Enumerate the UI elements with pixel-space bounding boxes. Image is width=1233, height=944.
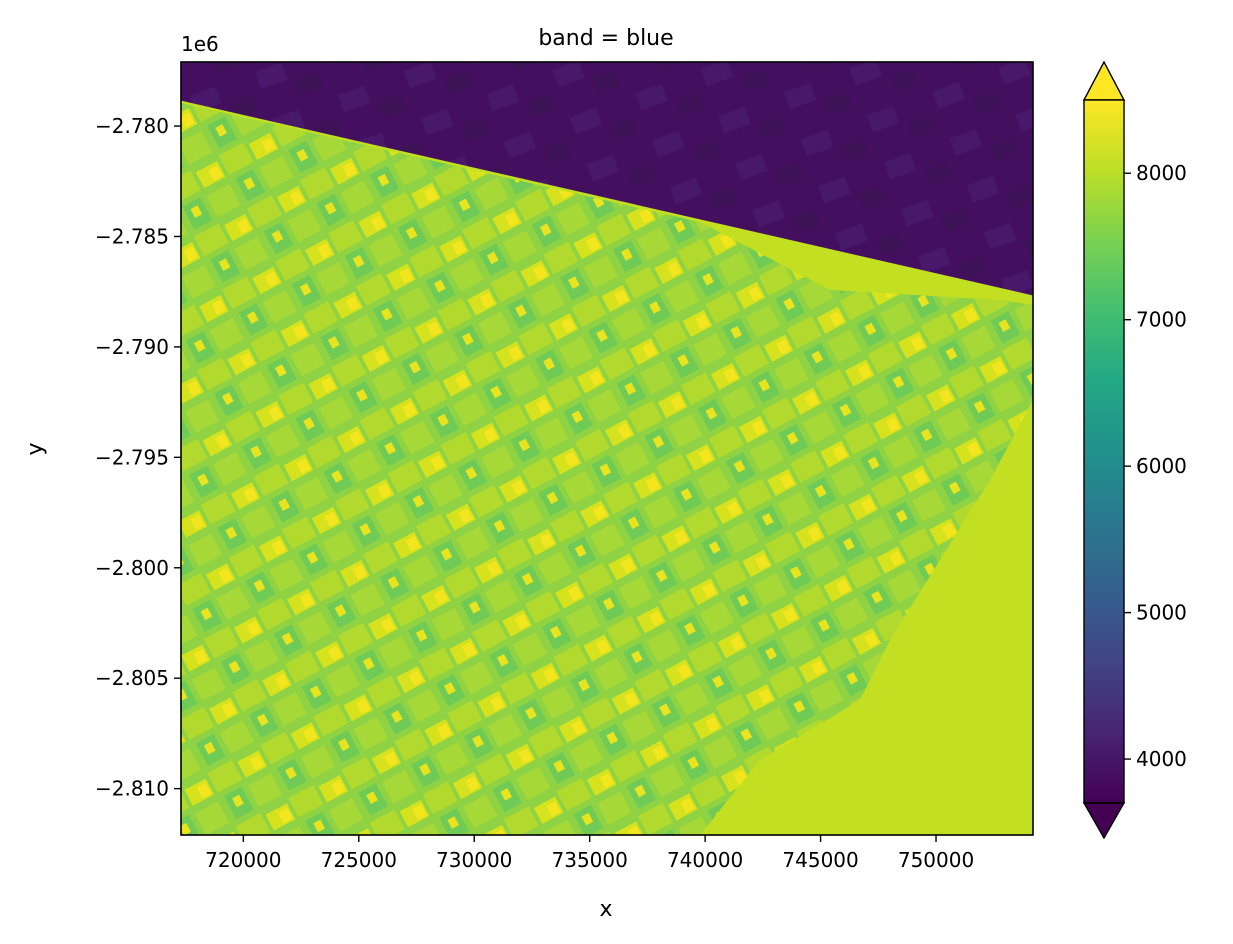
y-tick-label: −2.790 — [95, 335, 169, 359]
colorbar-tick-label: 5000 — [1136, 601, 1187, 625]
y-tick-label: −2.805 — [95, 666, 169, 690]
nodata-wedge-region — [181, 62, 1033, 296]
colorbar-tick-label: 8000 — [1136, 161, 1187, 185]
x-tick-label: 725000 — [321, 848, 397, 872]
y-tick-label: −2.810 — [95, 777, 169, 801]
x-tick-label: 720000 — [205, 848, 281, 872]
colorbar-lower-extend — [1082, 802, 1126, 840]
colorbar-gradient — [1084, 100, 1124, 803]
y-tick-label: −2.785 — [95, 224, 169, 248]
x-tick-label: 735000 — [552, 848, 628, 872]
x-tick-label: 750000 — [898, 848, 974, 872]
colorbar-frame — [1083, 99, 1125, 804]
y-axis-label: y — [23, 442, 48, 455]
chart-title: band = blue — [538, 26, 673, 51]
y-offset-label: 1e6 — [181, 32, 219, 56]
x-axis-label: x — [599, 897, 612, 922]
colorbar-tick-label: 6000 — [1136, 454, 1187, 478]
colorbar: 4000 5000 6000 7000 8000 — [1082, 60, 1187, 840]
plot-frame — [180, 61, 1034, 836]
y-tick-label: −2.780 — [95, 114, 169, 138]
heatmap-area — [181, 62, 1033, 835]
agricultural-fields-region — [181, 103, 1033, 835]
x-tick-label: 745000 — [782, 848, 858, 872]
y-axis: −2.780 −2.785 −2.790 −2.795 −2.800 −2.805 −2.8… — [95, 114, 181, 801]
colorbar-ticks: 4000 5000 6000 7000 8000 — [1124, 161, 1187, 771]
colorbar-tick-label: 7000 — [1136, 308, 1187, 332]
colorbar-upper-extend — [1082, 60, 1126, 101]
x-tick-label: 740000 — [667, 848, 743, 872]
y-tick-label: −2.800 — [95, 556, 169, 580]
colorbar-tick-label: 4000 — [1136, 747, 1187, 771]
x-axis: 720000 725000 730000 735000 740000 745000 7500… — [205, 835, 974, 872]
x-tick-label: 730000 — [436, 848, 512, 872]
y-tick-label: −2.795 — [95, 445, 169, 469]
